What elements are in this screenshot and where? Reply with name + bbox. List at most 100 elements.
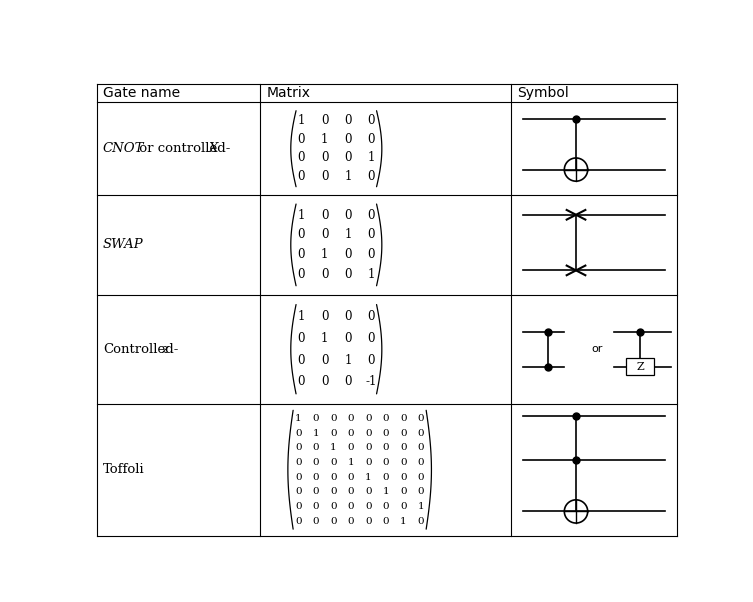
Text: 0: 0 — [312, 487, 319, 496]
Text: 0: 0 — [312, 414, 319, 423]
Text: X: X — [209, 142, 218, 155]
Text: 0: 0 — [321, 208, 328, 222]
Text: 0: 0 — [367, 170, 375, 183]
Text: 0: 0 — [367, 133, 375, 146]
Text: 0: 0 — [400, 473, 407, 482]
Text: 0: 0 — [383, 443, 389, 452]
Text: 0: 0 — [344, 268, 352, 281]
Text: CNOT: CNOT — [103, 142, 145, 155]
Text: 0: 0 — [297, 249, 305, 261]
Text: 0: 0 — [330, 487, 337, 496]
Text: or: or — [592, 344, 603, 354]
Text: 0: 0 — [344, 310, 352, 323]
Text: 0: 0 — [400, 487, 407, 496]
Text: SWAP: SWAP — [103, 238, 144, 252]
Text: Toffoli: Toffoli — [103, 463, 145, 476]
Text: 0: 0 — [295, 517, 302, 526]
Text: 0: 0 — [297, 133, 305, 146]
Text: 0: 0 — [344, 249, 352, 261]
Text: 0: 0 — [418, 414, 424, 423]
Text: 0: 0 — [348, 517, 354, 526]
Text: Z: Z — [636, 362, 644, 372]
Text: 1: 1 — [330, 443, 337, 452]
Text: 0: 0 — [348, 502, 354, 511]
Text: 0: 0 — [367, 332, 375, 345]
Text: 0: 0 — [383, 502, 389, 511]
Text: 0: 0 — [312, 458, 319, 467]
Text: 1: 1 — [312, 429, 319, 438]
Text: 0: 0 — [400, 502, 407, 511]
Text: 1: 1 — [344, 228, 352, 241]
Text: Gate name: Gate name — [103, 86, 180, 100]
Text: 0: 0 — [297, 332, 305, 345]
Text: 1: 1 — [321, 249, 328, 261]
Text: 0: 0 — [418, 473, 424, 482]
Text: 0: 0 — [312, 473, 319, 482]
Text: z: z — [161, 343, 168, 356]
Text: 0: 0 — [297, 353, 305, 367]
Text: or controlled-: or controlled- — [135, 142, 230, 155]
Text: 0: 0 — [348, 473, 354, 482]
Text: 0: 0 — [297, 376, 305, 388]
Text: 0: 0 — [330, 473, 337, 482]
Text: -1: -1 — [366, 376, 377, 388]
Bar — [626, 358, 654, 375]
Text: Controlled-: Controlled- — [103, 343, 178, 356]
Text: 1: 1 — [367, 152, 375, 164]
Text: 0: 0 — [418, 458, 424, 467]
Text: 0: 0 — [418, 517, 424, 526]
Text: 0: 0 — [321, 376, 328, 388]
Text: 0: 0 — [330, 517, 337, 526]
Text: 1: 1 — [321, 133, 328, 146]
Text: 0: 0 — [330, 502, 337, 511]
Text: 0: 0 — [344, 133, 352, 146]
Text: 0: 0 — [295, 458, 302, 467]
Text: 1: 1 — [321, 332, 328, 345]
Text: 0: 0 — [367, 114, 375, 128]
Text: 0: 0 — [367, 228, 375, 241]
Text: 0: 0 — [297, 152, 305, 164]
Text: 1: 1 — [367, 268, 375, 281]
Text: 0: 0 — [312, 443, 319, 452]
Text: 0: 0 — [365, 517, 372, 526]
Text: 1: 1 — [295, 414, 302, 423]
Text: 0: 0 — [344, 114, 352, 128]
Text: 0: 0 — [418, 487, 424, 496]
Text: 0: 0 — [383, 458, 389, 467]
Text: 0: 0 — [321, 268, 328, 281]
Text: 0: 0 — [344, 376, 352, 388]
Text: 1: 1 — [383, 487, 389, 496]
Text: 0: 0 — [348, 414, 354, 423]
Text: 0: 0 — [365, 443, 372, 452]
Text: 0: 0 — [365, 487, 372, 496]
Text: 1: 1 — [297, 208, 305, 222]
Text: 0: 0 — [321, 228, 328, 241]
Text: 0: 0 — [365, 458, 372, 467]
Text: 0: 0 — [295, 473, 302, 482]
Text: 1: 1 — [365, 473, 372, 482]
Text: 0: 0 — [383, 429, 389, 438]
Text: 0: 0 — [348, 487, 354, 496]
Text: 0: 0 — [400, 429, 407, 438]
Text: 0: 0 — [348, 443, 354, 452]
Text: 1: 1 — [418, 502, 424, 511]
Text: 0: 0 — [321, 114, 328, 128]
Text: 0: 0 — [295, 502, 302, 511]
Text: 0: 0 — [365, 429, 372, 438]
Text: 0: 0 — [365, 414, 372, 423]
Text: 0: 0 — [400, 458, 407, 467]
Text: 0: 0 — [344, 208, 352, 222]
Text: 0: 0 — [344, 332, 352, 345]
Text: 1: 1 — [297, 114, 305, 128]
Text: 0: 0 — [321, 310, 328, 323]
Text: 0: 0 — [367, 310, 375, 323]
Text: 0: 0 — [418, 443, 424, 452]
Text: 0: 0 — [400, 443, 407, 452]
Text: 0: 0 — [330, 429, 337, 438]
Text: 0: 0 — [367, 249, 375, 261]
Text: 0: 0 — [344, 152, 352, 164]
Text: 0: 0 — [295, 487, 302, 496]
Text: 0: 0 — [321, 170, 328, 183]
Text: 1: 1 — [348, 458, 354, 467]
Text: 0: 0 — [330, 414, 337, 423]
